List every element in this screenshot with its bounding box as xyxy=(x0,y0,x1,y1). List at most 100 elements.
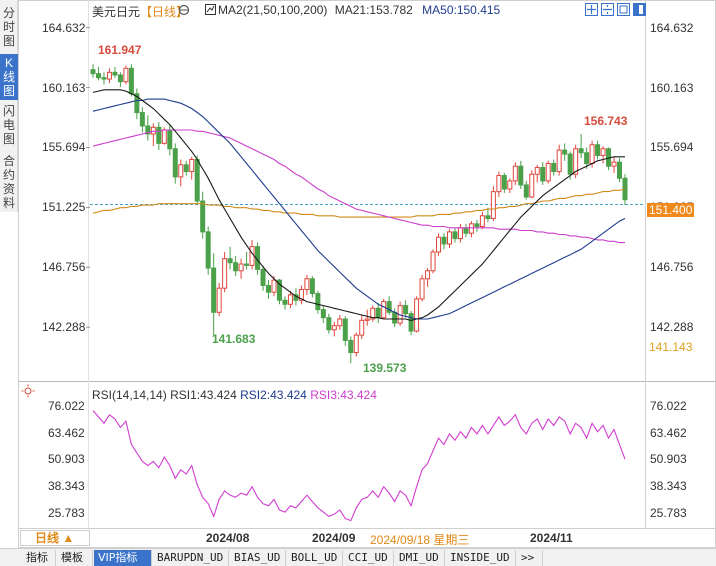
indicator-tab-0[interactable]: 指标 xyxy=(22,550,56,566)
candle-down xyxy=(342,318,348,341)
fit-icon[interactable] xyxy=(617,3,630,16)
rsi-params-label: RSI(14,14,14) xyxy=(92,388,167,402)
candle-down xyxy=(441,236,447,245)
candle-down xyxy=(551,162,557,173)
indicator-tab-6[interactable]: CCI_UD xyxy=(344,550,394,566)
indicator-tab-3[interactable]: BARUPDN_UD xyxy=(153,550,229,566)
candle-down xyxy=(617,161,623,179)
candle-up xyxy=(507,180,513,190)
candle-down xyxy=(320,309,326,319)
annotation-high-right: 156.743 xyxy=(584,114,628,128)
rsi-axis-label-right: 76.022 xyxy=(650,399,687,414)
candle-up xyxy=(353,334,359,354)
indicator-tab-4[interactable]: BIAS_UD xyxy=(230,550,286,566)
indicator-tab-8[interactable]: INSIDE_UD xyxy=(446,550,516,566)
lower-price-tag: 141.143 xyxy=(649,340,693,354)
candle-down xyxy=(194,158,200,202)
annotation-high-left: 161.947 xyxy=(98,43,142,57)
candle-up xyxy=(496,175,502,193)
ma-indicator-icon[interactable] xyxy=(205,4,216,15)
candle-down xyxy=(463,227,469,234)
price-axis-label-right: 155.694 xyxy=(650,140,694,155)
collapse-icon[interactable] xyxy=(633,3,646,16)
ma50-line xyxy=(92,98,626,320)
current-price-tag: 151.400 xyxy=(647,203,695,217)
annotation-low-2: 139.573 xyxy=(363,361,407,375)
period-selector-button[interactable]: 日线 ▲ xyxy=(20,530,90,546)
candle-down xyxy=(485,215,491,219)
rsi-line xyxy=(92,410,626,522)
candle-down xyxy=(326,317,332,331)
ma100-line xyxy=(92,129,625,244)
candle-up xyxy=(545,162,551,182)
indicator-tab-5[interactable]: BOLL_UD xyxy=(287,550,343,566)
candle-up xyxy=(611,161,617,167)
date-label-sep: 2024/09 xyxy=(312,531,356,545)
price-axis-label: 160.163 xyxy=(42,80,86,95)
candle-up xyxy=(150,126,156,135)
candle-up xyxy=(178,164,184,178)
rsi3-value: RSI3:43.424 xyxy=(310,388,377,402)
candle-up xyxy=(359,319,365,336)
candle-up xyxy=(106,71,112,80)
indicator-tabs-bar: 指标 模板 VIP指标 BARUPDN_UD BIAS_UD BOLL_UD CCI_UD D… xyxy=(0,548,716,566)
settings-icon[interactable] xyxy=(178,4,190,19)
candle-up xyxy=(490,191,496,219)
candle-down xyxy=(567,153,573,175)
rsi-axis-label-right: 25.783 xyxy=(650,505,687,520)
candle-up xyxy=(249,246,255,266)
price-axis-label: 164.632 xyxy=(42,20,86,35)
symbol-title: 美元日元【日线】 xyxy=(92,3,188,20)
indicator-tab-7[interactable]: DMI_UD xyxy=(395,550,445,566)
zoom-out-icon[interactable] xyxy=(601,3,614,16)
rsi2-value: RSI2:43.424 xyxy=(240,388,307,402)
zoom-in-icon[interactable] xyxy=(585,3,598,16)
period-label[interactable]: 【日线】 xyxy=(140,5,189,19)
indicator-tab-9[interactable]: >> xyxy=(517,550,543,566)
ma-indicator-header: MA2(21,50,100,200) MA21:153.782 MA50:150… xyxy=(205,3,500,17)
rsi-axis-label: 50.903 xyxy=(48,452,85,467)
price-axis-label-right: 164.632 xyxy=(650,20,694,35)
view-tab-3[interactable]: 合约资料 xyxy=(2,154,15,210)
candle-down xyxy=(595,144,601,156)
candle-up xyxy=(216,287,222,313)
candle-up xyxy=(436,236,442,253)
indicator-tab-1[interactable]: 模板 xyxy=(57,550,93,566)
candle-up xyxy=(457,227,463,240)
candle-up xyxy=(161,129,167,144)
candle-up xyxy=(331,325,337,331)
candle-up xyxy=(430,251,436,272)
candle-down xyxy=(128,67,134,95)
view-tab-2[interactable]: 闪电图 xyxy=(2,104,15,146)
candle-up xyxy=(381,301,387,319)
view-tab-0[interactable]: 分时图 xyxy=(2,6,15,48)
date-label-aug: 2024/08 xyxy=(206,531,250,545)
candle-up xyxy=(337,318,343,327)
symbol-name: 美元日元 xyxy=(92,5,141,19)
candle-down xyxy=(452,231,458,240)
candle-down xyxy=(156,126,162,144)
candle-down xyxy=(101,77,107,80)
rsi-axis-label: 76.022 xyxy=(48,399,85,414)
candle-up xyxy=(370,307,376,320)
candle-up xyxy=(600,148,606,156)
candle-down xyxy=(584,152,590,164)
candle-up xyxy=(534,167,540,175)
candle-down xyxy=(348,339,354,354)
ma21-value: MA21:153.782 xyxy=(334,3,413,17)
candle-up xyxy=(468,223,474,234)
rsi1-value: RSI1:43.424 xyxy=(170,388,237,402)
candle-down xyxy=(276,279,282,301)
candle-down xyxy=(501,175,507,190)
candle-down xyxy=(233,262,239,272)
indicator-tab-2[interactable]: VIP指标 xyxy=(94,550,152,566)
candle-up xyxy=(222,258,228,289)
sun-icon[interactable] xyxy=(21,384,35,401)
date-axis: 日线 ▲ 2024/08 2024/09 2024/09/18 星期三 2024… xyxy=(0,529,716,547)
candle-down xyxy=(375,307,381,319)
candle-down xyxy=(211,267,217,313)
candle-up xyxy=(298,289,304,301)
